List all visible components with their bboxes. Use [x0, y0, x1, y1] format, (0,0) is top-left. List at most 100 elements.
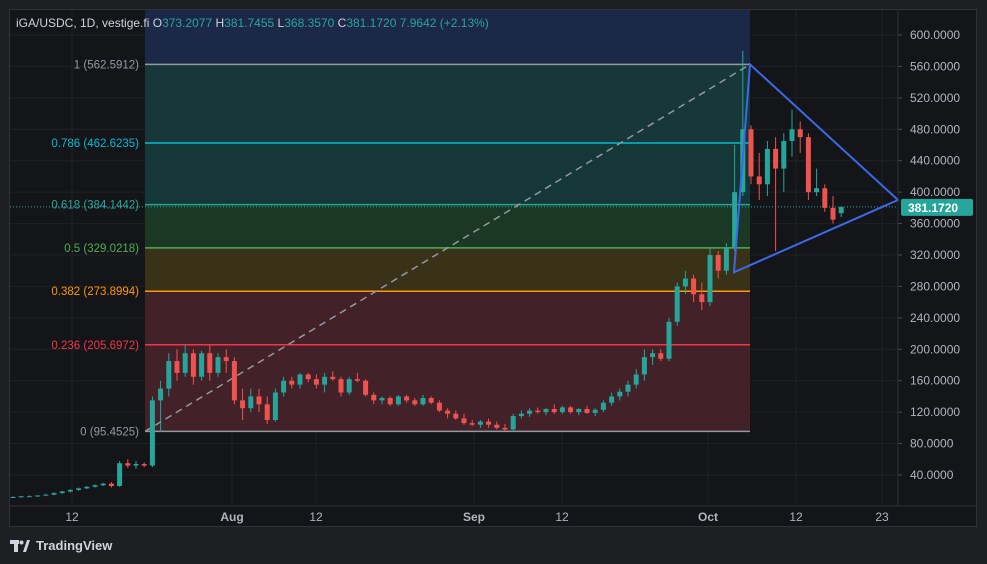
fib-zone	[145, 204, 750, 248]
candle-body	[789, 129, 795, 142]
candle-body	[404, 396, 410, 401]
candle-body	[231, 361, 237, 401]
price-axis-label: 200.0000	[910, 342, 960, 356]
candle-body	[756, 176, 762, 185]
candle-body	[420, 398, 426, 405]
candle-body	[363, 380, 369, 395]
candle-body	[51, 493, 57, 495]
candle-body	[264, 404, 270, 420]
time-axis-label: 12	[789, 510, 803, 524]
price-axis-label: 40.0000	[910, 468, 954, 482]
candle-body	[584, 409, 590, 413]
candle-body	[486, 421, 492, 425]
candle-body	[10, 497, 16, 498]
legend-high-label: H	[215, 16, 225, 30]
candle-body	[313, 379, 319, 385]
candle-body	[330, 376, 336, 380]
candle-body	[108, 483, 114, 486]
candle-body	[658, 353, 664, 359]
price-axis-label: 160.0000	[910, 374, 960, 388]
candle-body	[281, 380, 287, 393]
price-axis-label: 120.0000	[910, 405, 960, 419]
fib-zone	[145, 64, 750, 143]
chart-legend: iGA/USDC, 1D, vestige.fi O373.2077 H381.…	[16, 16, 489, 30]
fib-level-label: 1 (562.5912)	[74, 59, 139, 71]
candle-body	[199, 353, 205, 377]
fib-zone	[145, 291, 750, 345]
candle-body	[666, 321, 672, 359]
legend-low-label: L	[277, 16, 285, 30]
last-price-label: 381.1720	[908, 201, 958, 215]
legend-open-value: 373.2077	[162, 16, 213, 30]
candle-body	[322, 376, 328, 385]
candle-body	[715, 255, 721, 271]
candle-body	[461, 418, 467, 424]
candle-body	[551, 409, 557, 413]
candle-body	[650, 353, 656, 358]
tradingview-brand-name: TradingView	[36, 538, 113, 553]
candle-body	[576, 409, 582, 413]
time-axis-label: Sep	[463, 510, 485, 524]
tradingview-branding[interactable]: TradingView	[10, 538, 112, 553]
time-axis-label: Oct	[698, 510, 718, 524]
candle-body	[568, 407, 574, 413]
candle-body	[633, 374, 639, 385]
time-axis-label: Aug	[220, 510, 243, 524]
fib-level-label: 0.236 (205.6972)	[51, 340, 139, 352]
candle-body	[805, 137, 811, 193]
candle-body	[838, 206, 844, 214]
candle-body	[395, 396, 401, 405]
fib-level-label: 0 (95.4525)	[80, 426, 139, 438]
price-axis-label: 280.0000	[910, 279, 960, 293]
triangle-pattern	[732, 62, 900, 274]
candle-body	[305, 374, 311, 380]
tradingview-logo-icon	[10, 539, 30, 552]
price-axis-label: 600.0000	[910, 28, 960, 42]
candle-body	[748, 129, 754, 177]
candle-body	[272, 392, 278, 420]
candle-body	[43, 494, 49, 496]
candle-body	[92, 485, 98, 487]
candle-body	[149, 400, 155, 466]
candle-body	[732, 192, 738, 248]
candle-body	[797, 129, 803, 138]
candle-body	[691, 278, 697, 295]
legend-low-value: 368.3570	[284, 16, 335, 30]
candle-body	[158, 388, 164, 401]
candle-body	[436, 402, 442, 411]
candle-body	[240, 400, 246, 409]
candle-body	[207, 353, 213, 373]
price-axis-label: 520.0000	[910, 91, 960, 105]
candle-body	[256, 396, 262, 405]
legend-high-value: 381.7455	[224, 16, 275, 30]
candle-body	[814, 188, 820, 193]
price-axis-label: 440.0000	[910, 154, 960, 168]
legend-close-label: C	[337, 16, 347, 30]
fib-zone	[145, 247, 750, 292]
last-price-badge	[901, 198, 973, 216]
chart-canvas[interactable]: 1 (562.5912) 0.786 (462.6235) 0.618 (384.1…	[10, 10, 976, 526]
fib-level-label: 0.786 (462.6235)	[51, 138, 139, 150]
fib-level-label: 0.382 (273.8994)	[51, 286, 139, 298]
chart-pane[interactable]: 1 (562.5912) 0.786 (462.6235) 0.618 (384.1…	[9, 9, 977, 527]
candle-body	[609, 396, 615, 403]
candle-body	[166, 361, 172, 389]
candle-body	[445, 410, 451, 414]
candle-body	[125, 463, 131, 466]
candle-body	[617, 391, 623, 397]
candle-body	[477, 421, 483, 425]
price-axis-label: 240.0000	[910, 311, 960, 325]
candle-body	[822, 188, 828, 208]
candle-body	[18, 496, 24, 498]
candle-body	[297, 374, 303, 385]
candle-body	[510, 416, 516, 430]
candle-body	[182, 353, 188, 373]
candle-body	[518, 413, 524, 417]
time-axis-label: 12	[65, 510, 79, 524]
legend-open-label: O	[152, 16, 163, 30]
price-axis-label: 400.0000	[910, 185, 960, 199]
time-axis-label: 12	[309, 510, 323, 524]
fib-zone	[145, 142, 750, 205]
candle-body	[764, 148, 770, 185]
